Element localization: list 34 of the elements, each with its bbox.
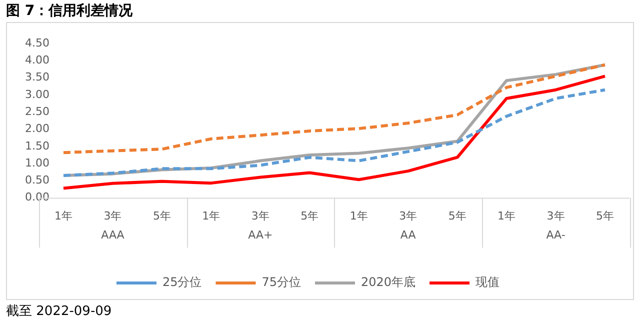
x-tick-label: 3年 <box>104 209 122 222</box>
line-series <box>62 88 606 178</box>
text: AA <box>400 228 416 242</box>
x-tick-label: 5年 <box>448 209 466 222</box>
y-tick-label: 3.00 <box>24 88 50 101</box>
line-series <box>62 63 606 154</box>
x-tick-label: 1年 <box>54 209 72 222</box>
x-tick-label: 5年 <box>596 209 614 222</box>
chart-title: 图 7：信用利差情况 <box>6 2 133 20</box>
y-tick-label: 4.50 <box>24 36 50 50</box>
text: AA+ <box>248 228 273 242</box>
legend-label: 现值 <box>476 275 500 290</box>
x-tick-label: 1年 <box>350 209 368 222</box>
x-tick-label: 5年 <box>300 209 319 222</box>
y-tick-label: 0.50 <box>24 174 50 187</box>
y-tick-label: 3.50 <box>24 70 50 84</box>
legend-label: 2020年底 <box>361 275 416 290</box>
x-tick-label: 3年 <box>546 209 565 222</box>
y-tick-label: 2.50 <box>24 104 50 118</box>
y-tick-label: 0.00 <box>24 190 50 204</box>
y-tick-label: 1.00 <box>24 156 50 170</box>
x-tick-label: 1年 <box>498 209 516 222</box>
y-tick-label: 2.00 <box>24 122 50 136</box>
text: AA- <box>546 228 566 242</box>
x-tick-label: 5年 <box>152 209 171 222</box>
y-tick-label: 1.50 <box>24 139 50 152</box>
legend-label: 25分位 <box>162 275 202 290</box>
x-tick-label: 3年 <box>251 209 270 222</box>
y-tick-label: 4.00 <box>24 54 50 67</box>
legend-label: 75分位 <box>262 275 302 290</box>
text: 截至 2022-09-09 <box>6 303 112 320</box>
text: AAA <box>101 228 125 242</box>
x-tick-label: 3年 <box>399 209 418 222</box>
x-tick-label: 1年 <box>202 209 220 222</box>
